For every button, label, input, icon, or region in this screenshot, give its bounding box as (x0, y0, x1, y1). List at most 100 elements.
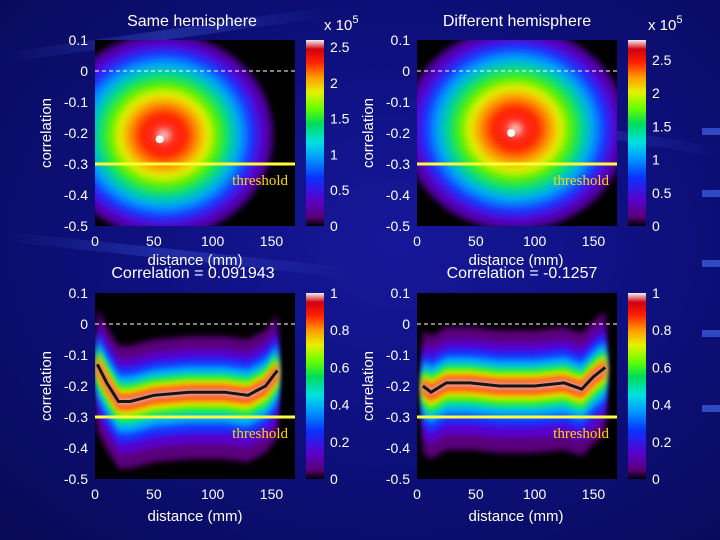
threshold-label: threshold (553, 426, 609, 442)
colorbar-tick-labels: 0 0.2 0.4 0.6 0.8 1 (652, 285, 672, 487)
density-ridge-line (96, 363, 279, 403)
heatmap-layer (421, 311, 607, 460)
colorbar-tick-label: 0.8 (652, 322, 672, 338)
y-tick-label: 0.1 (391, 285, 411, 301)
y-tick-label: -0.5 (64, 218, 88, 234)
y-tick-label: 0 (402, 63, 410, 79)
y-tick-label: -0.2 (64, 125, 88, 141)
y-tick-label: -0.2 (386, 125, 410, 141)
chart-panel-same-hemisphere: Same hemisphere threshold 0.1 0 -0.1 -0.… (38, 13, 358, 269)
threshold-label: threshold (232, 173, 288, 189)
colorbar-tick-label: 1 (330, 146, 338, 162)
colorbar: 0 0.2 0.4 0.6 0.8 1 (628, 285, 672, 487)
colorbar-tick-label: 0.4 (330, 397, 350, 413)
plot-area: threshold (417, 40, 617, 226)
x-axis-label: distance (mm) (147, 508, 242, 525)
y-tick-labels: 0.1 0 -0.1 -0.2 -0.3 -0.4 -0.5 (64, 285, 88, 487)
y-tick-label: 0.1 (391, 32, 411, 48)
colorbar-tick-label: 1.5 (330, 111, 350, 127)
colorbar-tick-label: 0.5 (652, 185, 672, 201)
x-tick-labels: 0 50 100 150 (413, 233, 605, 249)
background-accent (702, 330, 720, 337)
colorbar-tick-label: 0.8 (330, 322, 350, 338)
colorbar-gradient (628, 40, 646, 226)
colorbar-tick-label: 2.5 (330, 39, 350, 55)
x-tick-label: 100 (201, 486, 225, 502)
threshold-label: threshold (553, 173, 609, 189)
colorbar-tick-labels: 0 0.5 1 1.5 2 2.5 (652, 52, 672, 234)
colorbar-tick-label: 0.2 (330, 434, 350, 450)
colorbar-tick-label: 0.4 (652, 397, 672, 413)
x-tick-label: 0 (91, 486, 99, 502)
colorbar-exponent-base: x 10 (324, 17, 352, 34)
colorbar-exponent: x 105 (324, 14, 358, 34)
panel-title: Correlation = -0.1257 (447, 265, 598, 282)
x-tick-label: 0 (413, 233, 421, 249)
colorbar-tick-label: 1.5 (652, 118, 672, 134)
x-tick-label: 0 (413, 486, 421, 502)
x-axis-label: distance (mm) (468, 508, 563, 525)
y-tick-label: 0 (80, 316, 88, 332)
colorbar-tick-label: 0.5 (330, 182, 350, 198)
y-tick-label: -0.3 (386, 409, 410, 425)
y-tick-label: -0.1 (64, 94, 88, 110)
y-tick-label: -0.5 (386, 471, 410, 487)
y-axis-label: correlation (38, 351, 55, 421)
x-tick-label: 50 (468, 233, 484, 249)
colorbar-gradient (306, 293, 324, 479)
heatmap-layer (96, 308, 279, 469)
colorbar-exponent-base: x 10 (648, 17, 676, 34)
x-tick-label: 50 (468, 486, 484, 502)
density-band (422, 359, 606, 402)
y-tick-label: -0.4 (64, 440, 88, 456)
x-axis-label: distance (mm) (147, 252, 242, 269)
y-axis-label: correlation (360, 351, 377, 421)
y-tick-labels: 0.1 0 -0.1 -0.2 -0.3 -0.4 -0.5 (386, 32, 410, 234)
colorbar-tick-labels: 0 0.5 1 1.5 2 2.5 (330, 39, 350, 234)
chart-panel-correlation-left: Correlation = 0.091943 threshold 0.1 0 -… (38, 265, 350, 525)
density-peak-marker (507, 129, 516, 137)
x-tick-label: 50 (146, 233, 162, 249)
y-axis-label: correlation (360, 98, 377, 168)
y-tick-label: -0.1 (64, 347, 88, 363)
colorbar-tick-label: 0.2 (652, 434, 672, 450)
colorbar-tick-label: 1 (330, 285, 338, 301)
density-blob (95, 40, 274, 226)
y-tick-label: -0.4 (386, 440, 410, 456)
colorbar-tick-label: 0.6 (330, 359, 350, 375)
x-tick-label: 0 (91, 233, 99, 249)
panel-title: Correlation = 0.091943 (111, 265, 274, 282)
y-tick-labels: 0.1 0 -0.1 -0.2 -0.3 -0.4 -0.5 (386, 285, 410, 487)
y-tick-label: 0.1 (69, 32, 89, 48)
y-tick-label: -0.5 (64, 471, 88, 487)
chart-panel-correlation-right: Correlation = -0.1257 threshold 0.1 0 -0… (360, 265, 672, 525)
colorbar: 0 0.5 1 1.5 2 2.5 x 105 (306, 14, 358, 234)
plot-area: threshold (95, 40, 295, 226)
y-tick-label: -0.1 (386, 347, 410, 363)
colorbar-tick-label: 0.6 (652, 359, 672, 375)
colorbar-tick-label: 2.5 (652, 52, 672, 68)
colorbar-exponent-power: 5 (352, 14, 358, 26)
background-accent (702, 190, 720, 197)
y-tick-label: -0.4 (386, 187, 410, 203)
colorbar-tick-label: 2 (330, 75, 338, 91)
y-tick-label: 0 (402, 316, 410, 332)
colorbar-gradient (628, 293, 646, 479)
colorbar-exponent-power: 5 (676, 14, 682, 26)
colorbar-tick-label: 0 (330, 218, 338, 234)
colorbar-gradient (306, 40, 324, 226)
y-tick-label: -0.3 (64, 409, 88, 425)
chart-panel-different-hemisphere: Different hemisphere threshold 0.1 0 -0.… (360, 13, 682, 269)
x-tick-labels: 0 50 100 150 (91, 233, 283, 249)
x-tick-label: 50 (146, 486, 162, 502)
colorbar-exponent: x 105 (648, 14, 682, 34)
density-peak-marker (155, 135, 164, 144)
x-tick-label: 150 (260, 233, 284, 249)
x-axis-label: distance (mm) (468, 252, 563, 269)
density-ridge-line (421, 366, 607, 395)
threshold-label: threshold (232, 426, 288, 442)
heatmap-layer (417, 40, 617, 226)
colorbar: 0 0.5 1 1.5 2 2.5 x 105 (628, 14, 682, 234)
colorbar: 0 0.2 0.4 0.6 0.8 1 (306, 285, 350, 487)
